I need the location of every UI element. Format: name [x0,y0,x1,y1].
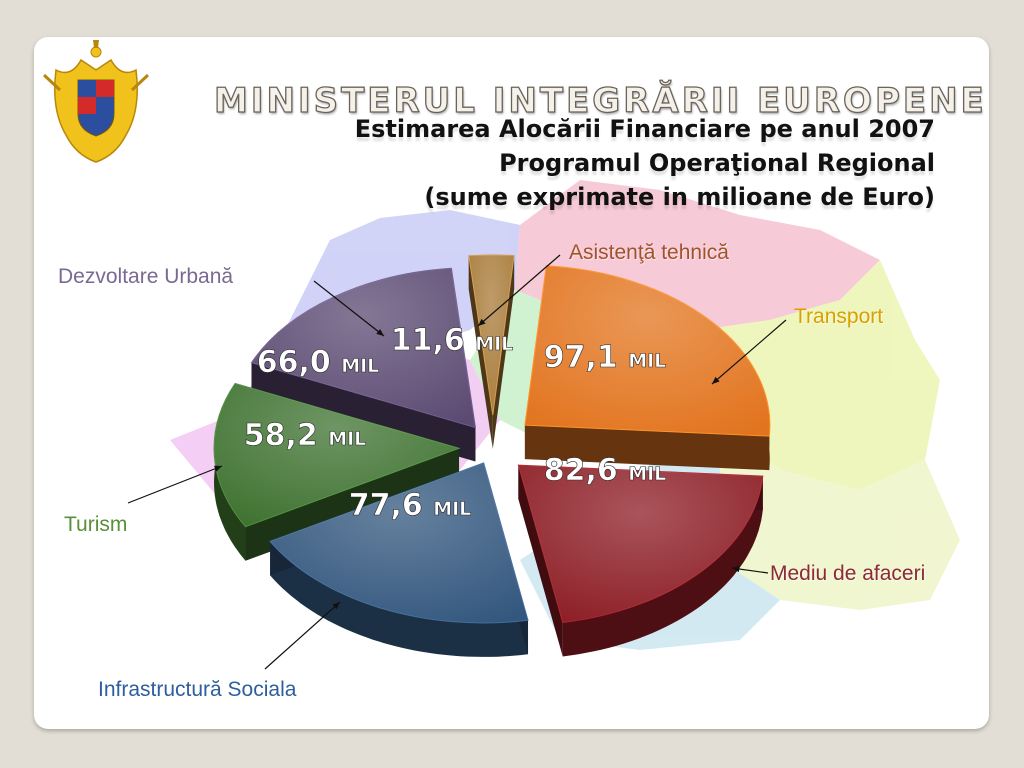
pie-slice-face-end-mediu-de-afaceri [518,465,563,657]
value-label-dezvoltare-urbana: 66,0 MIL [257,345,380,380]
pie-slice-face-end-transport [524,425,770,471]
legend-label-mediu-de-afaceri: Mediu de afaceri [770,562,926,585]
value-label-asistenta-tehnica: 11,6 MIL [391,323,514,358]
pie-slice-shine-asistenta-tehnica [468,255,515,416]
value-label-number: 77,6 [349,488,433,523]
pie-slice-shine-infrastructura-sociala [270,462,528,623]
value-label-unit: MIL [433,498,471,520]
ministry-title: MINISTERUL INTEGRĂRII EUROPENE [213,80,987,121]
value-label-unit: MIL [475,333,513,355]
pie-slice-shine-turism [214,383,460,527]
pie-slice-shine-transport [524,265,770,437]
leader-arrowhead-asistenta-tehnica [478,318,486,326]
pie-slice-face-end-asistenta-tehnica [492,255,515,450]
legend-label-infrastructura-sociala: Infrastructură Sociala [98,678,297,701]
value-label-mediu-de-afaceri: 82,6 MIL [544,453,667,488]
value-label-unit: MIL [628,463,666,485]
legend-label-dezvoltare-urbana: Dezvoltare Urbană [58,265,234,288]
pie-slice-side-infrastructura-sociala [270,541,528,657]
pie-slice-shine-dezvoltare-urbana [251,268,476,428]
romanian-coat-of-arms-icon [42,40,150,163]
legend-label-asistenta-tehnica: Asistenţă tehnică [569,241,729,264]
pie-slice-shine-mediu-de-afaceri [518,465,763,623]
leader-line-turism [127,465,223,504]
leader-arrowhead-infrastructura-sociala [332,602,340,610]
value-label-number: 66,0 [257,345,341,380]
value-label-transport: 97,1 MIL [544,340,667,375]
leader-arrowhead-mediu-de-afaceri [732,565,740,573]
pie-slice-face-start-asistenta-tehnica [468,255,493,450]
leader-lines [127,254,787,670]
value-label-unit: MIL [341,355,379,377]
leader-arrowhead-transport [712,376,720,384]
chart-title-line-2: Programul Operaţional Regional [499,149,935,177]
chart-title-line-3: (sume exprimate in milioane de Euro) [424,183,935,211]
leader-line-dezvoltare-urbana [313,280,385,337]
legend-label-turism: Turism [64,513,128,536]
value-label-number: 82,6 [544,453,628,488]
value-label-unit: MIL [328,428,366,450]
value-label-infrastructura-sociala: 77,6 MIL [349,488,472,523]
pie-slice-side-mediu-de-afaceri [562,476,763,657]
value-label-unit: MIL [628,350,666,372]
leader-line-infrastructura-sociala [264,601,341,670]
leader-line-asistenta-tehnica [477,254,561,327]
value-label-number: 58,2 [244,418,328,453]
slide: 97,1 MIL 82,6 MIL 77,6 MIL 58,2 MIL 66,0 MIL… [34,37,989,729]
leader-arrowhead-turism [214,465,222,472]
leader-line-transport [711,319,787,385]
value-label-number: 11,6 [391,323,475,358]
map-region-southeast [720,430,960,610]
leader-arrowhead-dezvoltare-urbana [376,328,384,336]
value-label-turism: 58,2 MIL [244,418,367,453]
value-label-number: 97,1 [544,340,628,375]
legend-label-transport: Transport [794,305,884,328]
chart-title-line-1: Estimarea Alocării Financiare pe anul 20… [354,115,935,143]
